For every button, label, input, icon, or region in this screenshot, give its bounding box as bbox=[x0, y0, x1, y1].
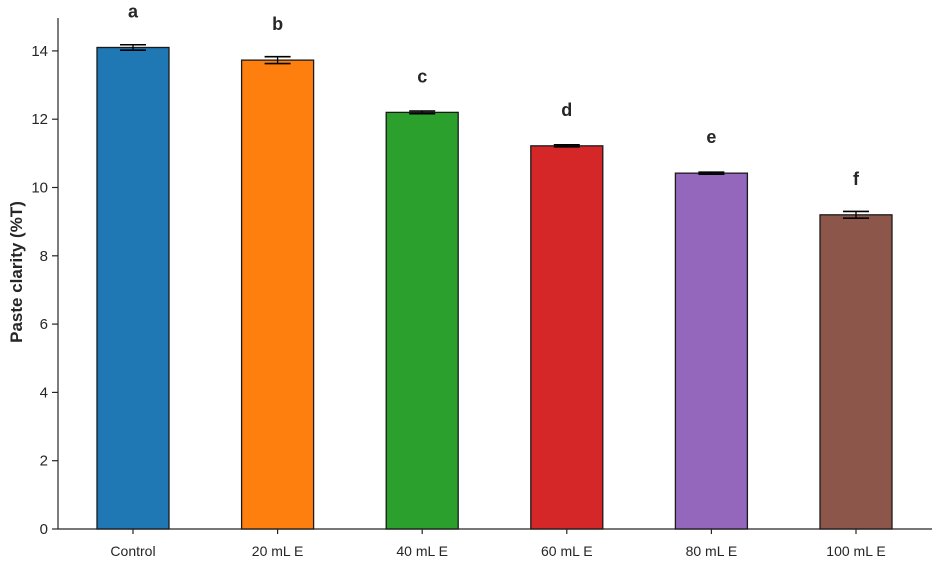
y-tick-label: 2 bbox=[40, 453, 48, 470]
plot-area: 0 2 4 6 8 10 12 14 a Control b 20 mL E c 40 mL E d 60 m… bbox=[31, 1, 932, 559]
significance-letter: f bbox=[853, 169, 860, 189]
bar bbox=[385, 111, 459, 530]
significance-letter: a bbox=[128, 1, 139, 21]
y-tick-label: 10 bbox=[31, 180, 48, 197]
y-tick-label: 8 bbox=[40, 248, 48, 265]
y-tick-label: 6 bbox=[40, 316, 48, 333]
x-tick-label: 60 mL E bbox=[541, 543, 593, 559]
x-tick-label: 100 mL E bbox=[826, 543, 885, 559]
x-tick-label: 20 mL E bbox=[252, 543, 304, 559]
bar bbox=[96, 46, 170, 530]
significance-letter: d bbox=[561, 100, 572, 120]
significance-letter: e bbox=[706, 127, 716, 147]
bar bbox=[674, 172, 749, 530]
x-tick-label: Control bbox=[110, 543, 155, 559]
y-tick-label: 12 bbox=[31, 111, 48, 128]
y-tick-label: 14 bbox=[31, 43, 48, 60]
y-tick-label: 4 bbox=[40, 384, 48, 401]
x-tick-label: 80 mL E bbox=[686, 543, 738, 559]
significance-letter: b bbox=[272, 14, 283, 34]
significance-letter: c bbox=[417, 66, 427, 86]
bar bbox=[530, 145, 604, 530]
bar bbox=[819, 214, 893, 530]
bar bbox=[240, 59, 315, 530]
x-tick-label: 40 mL E bbox=[396, 543, 448, 559]
y-axis-label: Paste clarity (%T) bbox=[7, 201, 26, 343]
y-tick-label: 0 bbox=[40, 521, 48, 538]
